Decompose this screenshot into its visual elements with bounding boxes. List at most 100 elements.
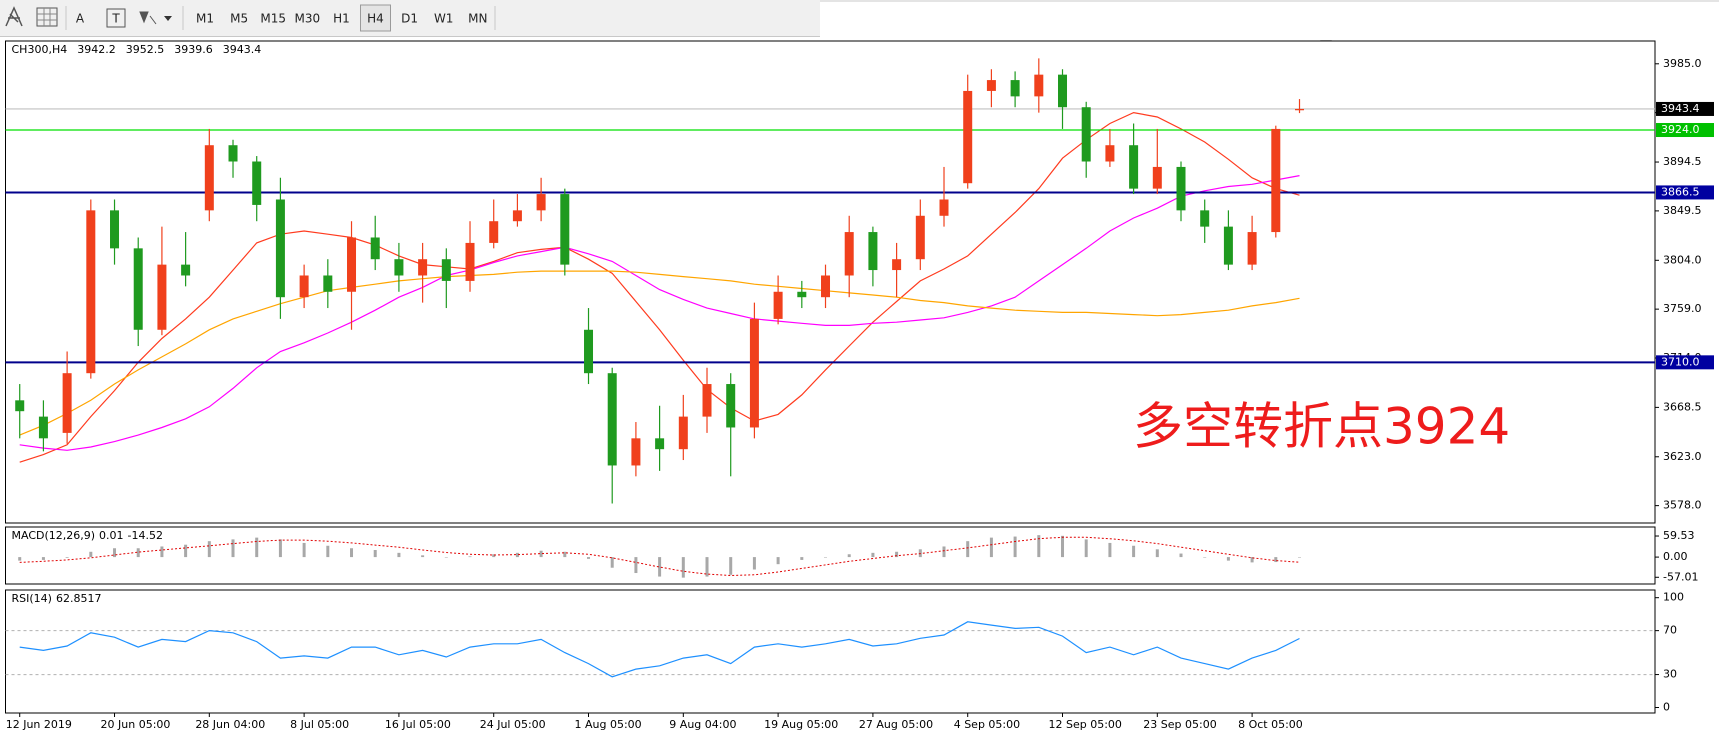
candle-body [299,275,309,298]
x-tick-label: 23 Sep 05:00 [1143,718,1216,731]
candle-body [157,264,167,330]
candle-body [939,199,949,216]
y-tick-label: 3985.0 [1663,57,1702,70]
candle-body [38,416,48,439]
candle-body [1295,108,1305,111]
candle-body [560,194,570,265]
signal-value: -14.52 [128,529,163,542]
x-tick-label: 12 Jun 2019 [6,718,72,731]
timeframe-button[interactable]: M5 [230,12,248,26]
panel-content [5,621,1655,678]
x-tick-label: 16 Jul 05:00 [385,718,451,731]
candle-body [1105,145,1115,162]
panel-title: MACD(12,26,9) 0.01 -14.52 [12,529,164,542]
x-tick-label: 12 Sep 05:00 [1049,718,1122,731]
objects-tool[interactable] [139,11,172,25]
indicator-name: MACD(12,26,9) [12,529,96,542]
macd-bar [255,537,259,558]
candle-body [394,259,404,276]
candle-body [1058,74,1068,108]
grid-tool[interactable] [36,7,58,27]
candle-body [1129,145,1139,189]
text-tool-frame[interactable] [106,8,126,28]
x-tick-label: 24 Jul 05:00 [480,718,546,731]
tool-label[interactable]: A [76,12,85,26]
timeframe-button[interactable]: W1 [434,12,454,26]
macd-bar [871,552,875,558]
candle-body [1034,74,1044,97]
timeframe-button[interactable]: MN [468,12,487,26]
candle-body [62,373,72,433]
macd-bar [1274,557,1278,563]
macd-bar [397,552,401,558]
macd-bar [1179,553,1183,558]
macd-bar [942,546,946,558]
macd-bar [705,557,709,577]
macd-bar [1298,557,1302,558]
macd-bar [776,557,780,565]
timeframe-button[interactable]: M30 [294,12,320,26]
price-level-label: 3866.5 [1661,185,1700,198]
timeframe-button[interactable]: M1 [196,12,214,26]
macd-bar [634,557,638,574]
macd-bar [18,557,22,561]
x-tick-label: 28 Jun 04:00 [195,718,265,731]
macd-bar [1250,557,1254,563]
macd-bar [681,557,685,578]
x-tick-label: 8 Jul 05:00 [290,718,349,731]
candle-body [986,80,996,91]
tool-label[interactable]: T [111,12,120,26]
macd-bar [113,548,117,558]
candle-body [749,318,759,428]
macd-bar [610,557,614,568]
x-tick-label: 20 Jun 05:00 [101,718,171,731]
candle-body [607,373,617,466]
timeframe-button[interactable]: H4 [367,12,384,26]
candle-body [821,275,831,298]
price-level-box [1656,185,1714,200]
candle-body [726,384,736,428]
candle-body [1176,166,1186,211]
ohlc-open: 3942.2 [77,43,116,56]
y-tick-label: 3668.5 [1663,400,1702,413]
candle-body [963,90,973,184]
x-tick-label: 1 Aug 05:00 [575,718,642,731]
price-level-box [1656,355,1714,370]
crosshair-tool[interactable] [5,6,23,27]
macd-bar [847,554,851,558]
candle-body [868,232,878,271]
macd-bar [89,551,93,558]
chart-title: CH300,H4 3942.2 3952.5 3939.6 3943.4 [12,43,262,56]
macd-bar [1061,535,1065,558]
macd-bar [824,557,828,558]
candle-body [631,438,641,466]
candle-body [702,384,712,417]
macd-bar [160,546,164,558]
y-tick-label: 70 [1663,624,1677,637]
price-level-label: 3943.4 [1661,102,1700,115]
candle-body [465,242,475,281]
tool-icon [139,11,157,25]
macd-bar [468,556,472,558]
macd-bar [41,557,45,560]
timeframe-button[interactable]: D1 [401,12,418,26]
x-tick-label: 4 Sep 05:00 [954,718,1020,731]
candle-body [655,438,665,450]
macd-bar [563,551,567,558]
y-tick-label: 100 [1663,591,1684,604]
tool-icon [5,6,23,27]
timeframe-button[interactable]: M15 [260,12,286,26]
macd-bar [350,548,354,558]
macd-bar [752,557,756,570]
y-tick-label: 3623.0 [1663,450,1702,463]
timeframe-button[interactable]: H1 [333,12,350,26]
macd-bar [895,551,899,558]
rsi-line [19,621,1300,678]
tool-icon [36,7,58,27]
candle-body [773,291,783,319]
macd-bar [515,552,519,558]
moving-average [19,270,1300,436]
rsi-value: 62.8517 [56,592,102,605]
y-tick-label: 0.00 [1663,550,1688,563]
panel-content [18,535,1302,578]
